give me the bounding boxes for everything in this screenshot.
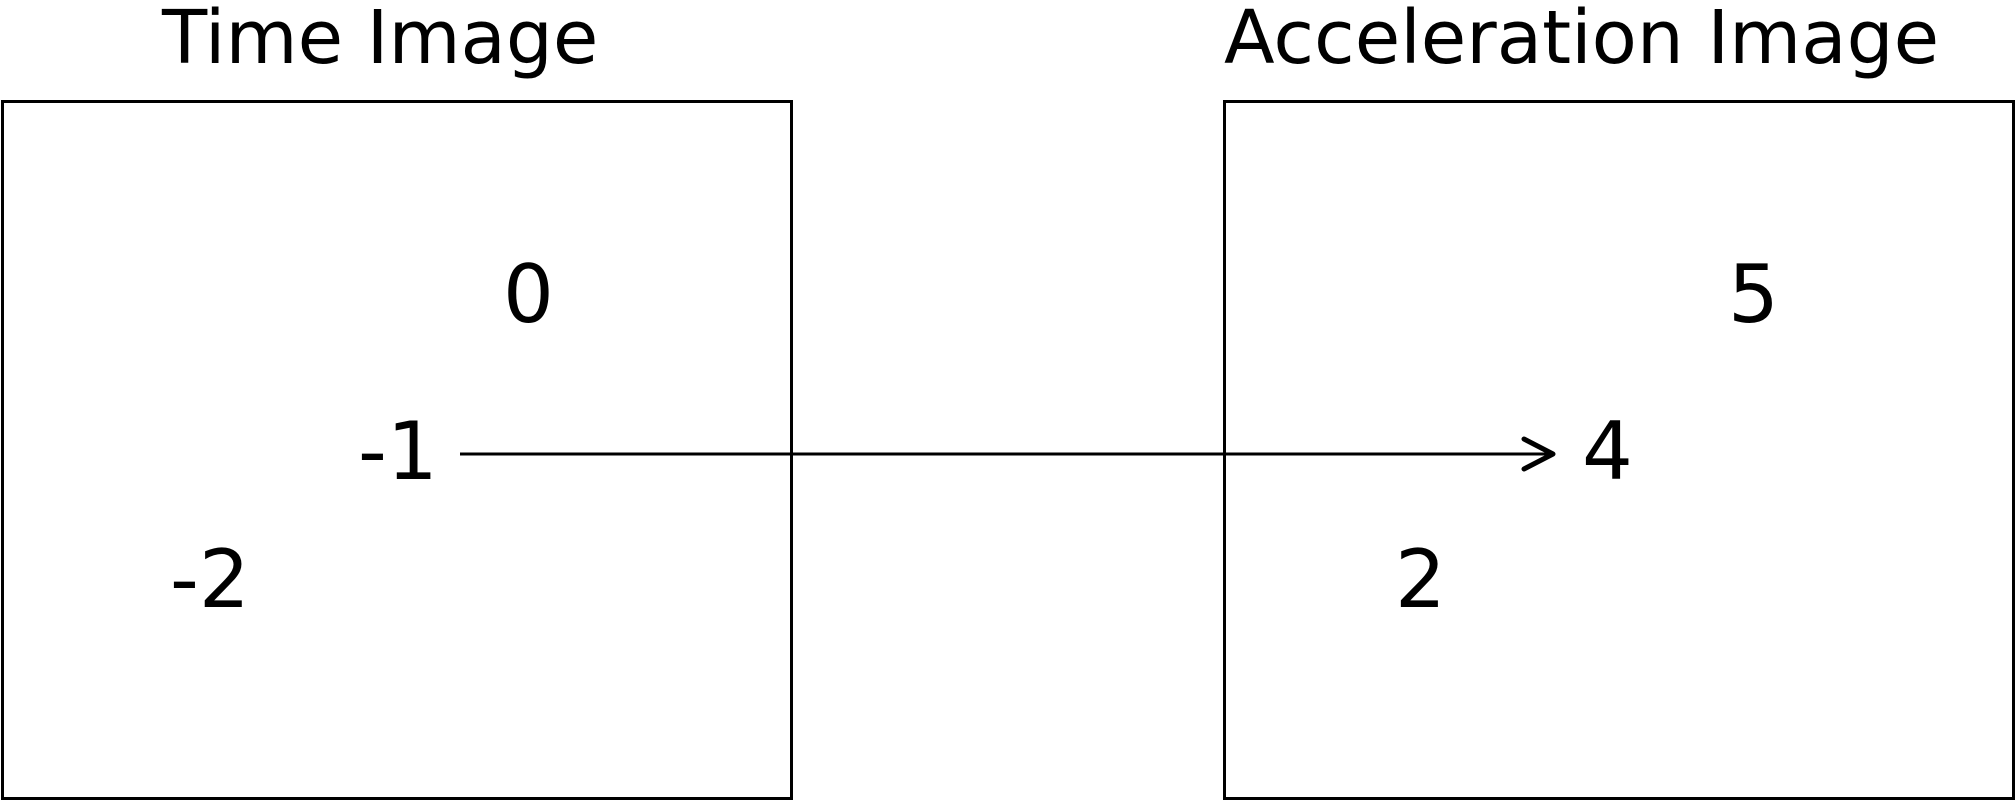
acceleration-value-5: 5 [1728, 248, 1779, 341]
acceleration-value-4: 4 [1582, 405, 1633, 498]
time-value-minus-1: -1 [358, 405, 438, 498]
time-image-title: Time Image [162, 0, 599, 81]
time-value-0: 0 [503, 248, 554, 341]
acceleration-image-frame [1223, 100, 2015, 800]
acceleration-image-title: Acceleration Image [1224, 0, 1940, 81]
time-image-frame [1, 100, 793, 800]
acceleration-value-2: 2 [1395, 533, 1446, 626]
mapping-arrow-head [1521, 436, 1556, 472]
time-value-minus-2: -2 [170, 533, 250, 626]
